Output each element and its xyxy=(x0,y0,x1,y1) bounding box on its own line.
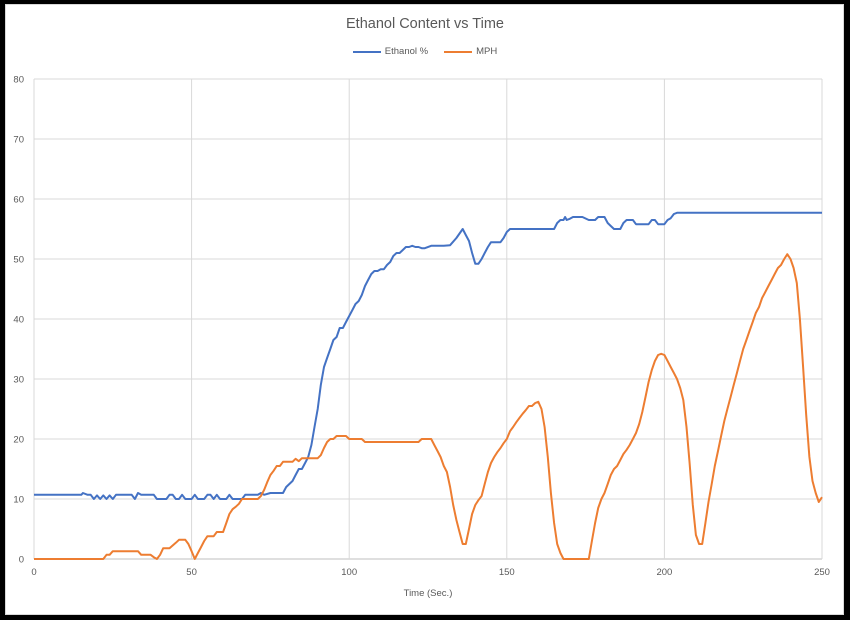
legend-item-mph: MPH xyxy=(444,46,497,57)
y-tick-label: 10 xyxy=(13,495,24,506)
legend-swatch-ethanol xyxy=(352,50,381,53)
y-tick-label: 30 xyxy=(13,375,24,386)
gridlines xyxy=(33,78,823,560)
y-tick-label: 60 xyxy=(13,195,24,206)
axis-tick-labels: 0 10 20 30 40 50 60 70 80 0 50 100 150 200 250 xyxy=(13,75,830,579)
x-tick-label: 200 xyxy=(656,567,672,578)
series-lines xyxy=(34,211,823,560)
legend-swatch-mph xyxy=(444,50,473,53)
legend-label-ethanol: Ethanol % xyxy=(384,46,429,57)
chart-frame xyxy=(5,4,844,615)
x-tick-label: 150 xyxy=(499,567,515,578)
chart-title: Ethanol Content vs Time xyxy=(346,16,504,32)
y-tick-label: 80 xyxy=(13,75,24,86)
chart-legend: Ethanol % MPH xyxy=(0,46,850,57)
y-tick-label: 0 xyxy=(19,555,24,566)
y-tick-label: 40 xyxy=(13,315,24,326)
x-tick-label: 250 xyxy=(814,567,830,578)
legend-item-ethanol: Ethanol % xyxy=(352,46,429,57)
x-tick-label: 100 xyxy=(341,567,357,578)
y-tick-label: 20 xyxy=(13,435,24,446)
x-tick-label: 0 xyxy=(31,567,36,578)
x-axis-title: Time (Sec.) xyxy=(404,588,453,599)
series-line-ethanol xyxy=(34,211,822,500)
y-tick-label: 50 xyxy=(13,255,24,266)
x-tick-label: 50 xyxy=(186,567,197,578)
y-tick-label: 70 xyxy=(13,135,24,146)
legend-label-mph: MPH xyxy=(476,46,498,57)
series-line-mph xyxy=(34,253,823,560)
